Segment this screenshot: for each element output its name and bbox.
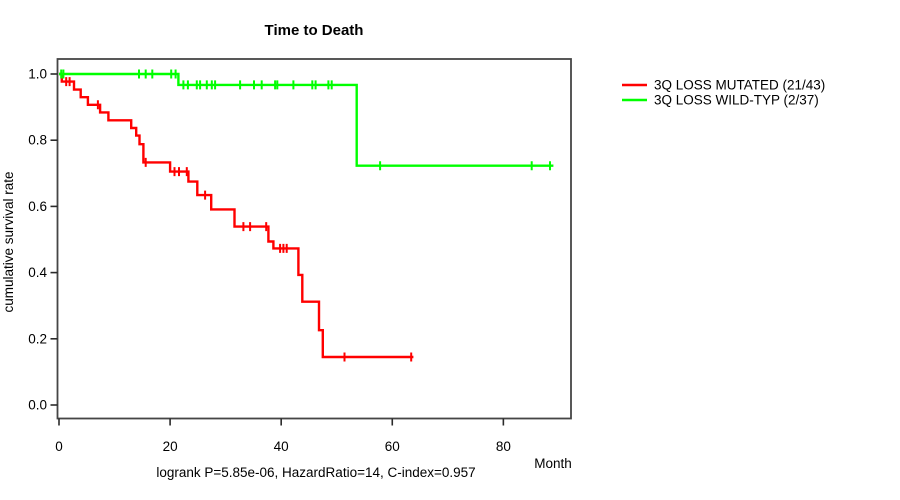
censor-marks-wildtype (60, 69, 551, 171)
survival-curve-wildtype (59, 72, 554, 167)
y-axis-tick-label: 1.0 (28, 67, 47, 82)
x-axis-tick-label: 60 (385, 439, 400, 454)
x-axis-tick-label: 40 (274, 439, 289, 454)
y-axis-tick-label: 0.6 (28, 199, 47, 214)
chart-title: Time to Death (265, 22, 364, 39)
x-axis-tick-label: 20 (163, 439, 178, 454)
x-axis-title: Month (534, 456, 572, 471)
y-axis-title: cumulative survival rate (1, 171, 16, 312)
statistics-annotation: logrank P=5.85e-06, HazardRatio=14, C-in… (156, 465, 475, 480)
survival-curve-mutated (59, 72, 414, 359)
x-axis-tick-label: 0 (55, 439, 63, 454)
censor-marks-mutated (65, 77, 413, 362)
legend: 3Q LOSS MUTATED (21/43) 3Q LOSS WILD-TYP… (622, 78, 825, 108)
axes-layer: 0 20 40 60 80 0.0 0.2 0.4 0.6 0.8 1.0 (28, 67, 511, 455)
legend-label-mutated: 3Q LOSS MUTATED (21/43) (654, 78, 825, 93)
y-axis-tick-label: 0.4 (28, 265, 47, 280)
y-axis-tick-label: 0.0 (28, 398, 47, 413)
plot-border (56, 58, 572, 420)
x-axis-tick-label: 80 (496, 439, 511, 454)
y-axis-tick-label: 0.8 (28, 133, 47, 148)
curves-layer (59, 69, 554, 362)
y-axis-tick-label: 0.2 (28, 331, 47, 346)
legend-label-wildtype: 3Q LOSS WILD-TYP (2/37) (654, 93, 819, 108)
